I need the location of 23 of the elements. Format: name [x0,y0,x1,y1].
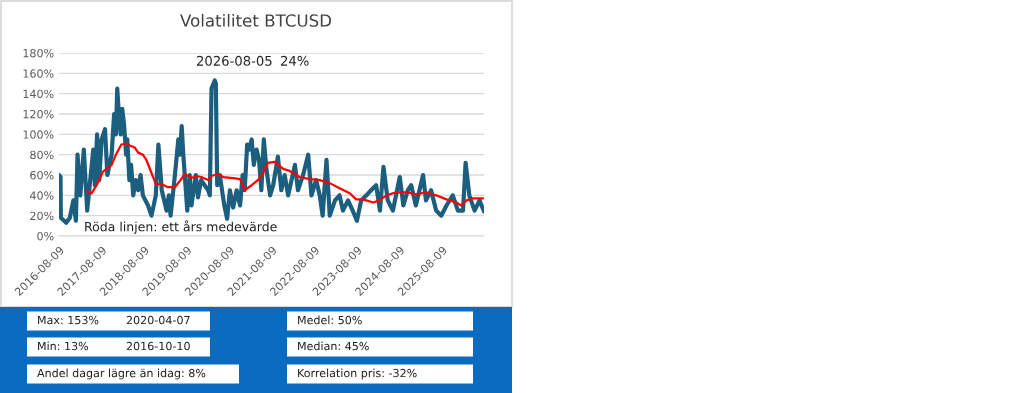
line-series [86,142,484,207]
y-tick-label: 20% [30,211,54,221]
annotation: 2026-08-05 [196,55,272,66]
text: 2016-10-10 [126,341,190,351]
y-tick-label: 140% [23,89,54,99]
annotation: Röda linjen: ett års medevärde [85,220,277,234]
text: Medel: 50% [298,315,362,325]
text: Andel dagar lägre än idag: 8% [37,368,206,380]
y-tick-label: 0% [37,231,54,241]
y-tick-label: 40% [29,191,54,200]
y-tick-label: 160% [23,69,54,78]
y-tick-label: 60% [30,170,54,180]
y-tick-label: 80% [30,150,54,160]
text: Min: 13% [38,341,89,351]
text: Korrelation pris: -32% [298,368,417,380]
text: Max: 153% [38,315,99,325]
chart-title: Volatilitet BTCUSD [180,13,332,27]
y-tick-label: 100% [23,130,54,139]
text: Median: 45% [298,341,369,351]
y-tick-label: 180% [23,48,54,58]
text: 2020-04-07 [126,315,190,325]
annotation: 24% [280,55,309,66]
y-tick-label: 120% [23,109,54,119]
